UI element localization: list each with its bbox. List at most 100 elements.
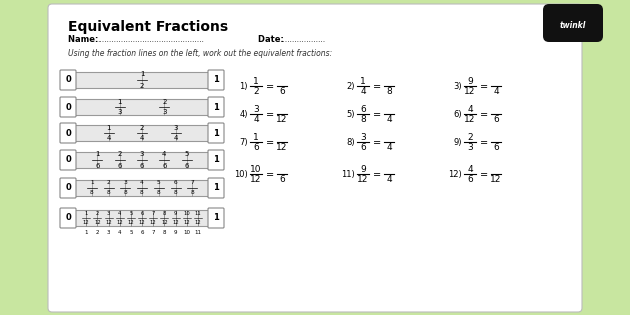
Text: 5): 5)	[346, 111, 355, 119]
Text: 1: 1	[213, 214, 219, 222]
Text: 8: 8	[174, 191, 178, 196]
Text: 8: 8	[90, 191, 94, 196]
Text: 3): 3)	[454, 83, 462, 91]
Text: 8: 8	[106, 191, 110, 196]
Text: 5: 5	[185, 152, 189, 158]
Text: 8: 8	[386, 88, 392, 96]
Text: Equivalent Fractions: Equivalent Fractions	[68, 20, 228, 34]
Text: 9: 9	[174, 230, 177, 235]
Text: 12: 12	[277, 116, 288, 124]
Text: 8: 8	[190, 191, 194, 196]
Text: 4: 4	[173, 135, 178, 141]
FancyBboxPatch shape	[208, 150, 224, 170]
Text: 12: 12	[490, 175, 501, 185]
FancyBboxPatch shape	[543, 4, 603, 42]
Bar	[62, 152, 222, 168]
Text: 6: 6	[360, 144, 366, 152]
Text: 12: 12	[183, 220, 190, 225]
Text: 2: 2	[106, 180, 110, 186]
Text: 1: 1	[213, 129, 219, 138]
Text: 9: 9	[360, 165, 366, 175]
Text: 7: 7	[151, 230, 155, 235]
Text: 4: 4	[140, 180, 144, 186]
Text: 6: 6	[493, 116, 499, 124]
Text: 12: 12	[357, 175, 369, 185]
Text: 1: 1	[253, 134, 259, 142]
Text: 9: 9	[174, 211, 177, 216]
Text: 12: 12	[277, 144, 288, 152]
Text: Date:: Date:	[258, 36, 287, 44]
Text: 7): 7)	[239, 139, 248, 147]
Text: 4: 4	[467, 165, 472, 175]
FancyBboxPatch shape	[208, 208, 224, 228]
Text: 4: 4	[253, 116, 259, 124]
Text: 6: 6	[117, 163, 122, 169]
Text: 6: 6	[253, 144, 259, 152]
Text: 11: 11	[195, 211, 201, 216]
Text: twinkl: twinkl	[560, 20, 586, 30]
Text: .............................................: ........................................…	[97, 36, 204, 44]
FancyBboxPatch shape	[48, 4, 582, 312]
Text: 6: 6	[140, 211, 144, 216]
Text: =: =	[480, 82, 488, 92]
Text: 1: 1	[90, 180, 94, 186]
Text: 4: 4	[360, 88, 366, 96]
Text: 3: 3	[140, 152, 144, 158]
Text: 12: 12	[83, 220, 89, 225]
Text: 4: 4	[106, 135, 111, 141]
Text: 4: 4	[493, 88, 499, 96]
Text: 4): 4)	[239, 111, 248, 119]
Bar	[62, 72, 222, 88]
Text: 4: 4	[386, 144, 392, 152]
Text: 6: 6	[279, 88, 285, 96]
Text: 10: 10	[250, 165, 261, 175]
Text: 1: 1	[84, 230, 88, 235]
Text: 7: 7	[151, 211, 155, 216]
Text: 12: 12	[127, 220, 134, 225]
FancyBboxPatch shape	[60, 208, 76, 228]
Text: 2): 2)	[346, 83, 355, 91]
Text: 2: 2	[253, 88, 259, 96]
Text: 11): 11)	[341, 170, 355, 180]
Text: 0: 0	[65, 76, 71, 84]
Bar	[62, 125, 222, 141]
Text: 8: 8	[163, 211, 166, 216]
Text: =: =	[266, 82, 274, 92]
FancyBboxPatch shape	[60, 97, 76, 117]
Text: 12): 12)	[449, 170, 462, 180]
Text: 6: 6	[185, 163, 189, 169]
Text: 1: 1	[95, 152, 100, 158]
Text: 12: 12	[94, 220, 101, 225]
Text: =: =	[266, 170, 274, 180]
Text: =: =	[480, 170, 488, 180]
FancyBboxPatch shape	[60, 123, 76, 143]
FancyBboxPatch shape	[208, 178, 224, 198]
Text: 1: 1	[213, 184, 219, 192]
Text: =: =	[480, 138, 488, 148]
Text: 3: 3	[117, 110, 122, 116]
Text: 3: 3	[173, 124, 178, 130]
Text: 4: 4	[386, 116, 392, 124]
Text: 12: 12	[195, 220, 201, 225]
FancyBboxPatch shape	[60, 178, 76, 198]
Text: 6: 6	[360, 106, 366, 114]
Text: =: =	[373, 138, 381, 148]
Text: 6: 6	[95, 163, 100, 169]
Text: 8: 8	[163, 230, 166, 235]
Text: 8: 8	[360, 116, 366, 124]
Text: =: =	[373, 110, 381, 120]
Text: =: =	[266, 110, 274, 120]
Bar	[62, 180, 222, 196]
Text: 12: 12	[150, 220, 156, 225]
Text: 0: 0	[65, 214, 71, 222]
Text: 9: 9	[467, 77, 473, 87]
FancyBboxPatch shape	[208, 70, 224, 90]
Text: 2: 2	[162, 99, 166, 105]
Text: 4: 4	[386, 175, 392, 185]
Text: 0: 0	[65, 129, 71, 138]
Text: 1): 1)	[239, 83, 248, 91]
Text: =: =	[373, 170, 381, 180]
Text: 1: 1	[117, 99, 122, 105]
Text: 6: 6	[140, 230, 144, 235]
Text: 2: 2	[140, 124, 144, 130]
